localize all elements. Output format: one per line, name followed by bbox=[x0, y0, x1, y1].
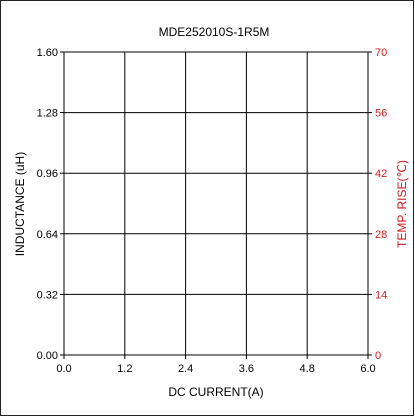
y-left-axis-label: INDUCTANCE (uH) bbox=[13, 152, 27, 256]
y-left-tick-label: 0.64 bbox=[37, 229, 58, 241]
y-left-tick-label: 0.32 bbox=[37, 289, 58, 301]
x-tick-label: 0.0 bbox=[56, 363, 71, 375]
x-axis-label: DC CURRENT(A) bbox=[168, 385, 263, 399]
y-right-tick-label: 14 bbox=[375, 289, 387, 301]
chart-title: MDE252010S-1R5M bbox=[159, 25, 270, 39]
x-tick-label: 4.8 bbox=[300, 363, 315, 375]
y-right-axis-label: TEMP. RISE(℃) bbox=[395, 160, 409, 248]
x-tick-label: 3.6 bbox=[239, 363, 254, 375]
y-left-tick-label: 0.96 bbox=[37, 168, 58, 180]
y-right-tick-label: 56 bbox=[375, 108, 387, 120]
plot-area bbox=[63, 51, 369, 356]
grid-lines bbox=[64, 52, 368, 355]
y-left-tick-label: 1.28 bbox=[37, 108, 58, 120]
y-right-axis-ticks: 0 14 28 42 56 70 bbox=[368, 47, 387, 362]
y-right-tick-label: 70 bbox=[375, 47, 387, 59]
x-tick-label: 6.0 bbox=[360, 363, 375, 375]
y-right-tick-label: 28 bbox=[375, 229, 387, 241]
y-left-axis-ticks: 0.00 0.32 0.64 0.96 1.28 1.60 bbox=[37, 47, 64, 362]
x-axis-ticks: 0.0 1.2 2.4 3.6 4.8 6.0 bbox=[56, 355, 376, 375]
x-tick-label: 1.2 bbox=[117, 363, 132, 375]
y-right-tick-label: 0 bbox=[375, 350, 381, 362]
x-tick-label: 2.4 bbox=[178, 363, 193, 375]
y-left-tick-label: 0.00 bbox=[37, 350, 58, 362]
y-right-tick-label: 42 bbox=[375, 168, 387, 180]
y-left-tick-label: 1.60 bbox=[37, 47, 58, 59]
